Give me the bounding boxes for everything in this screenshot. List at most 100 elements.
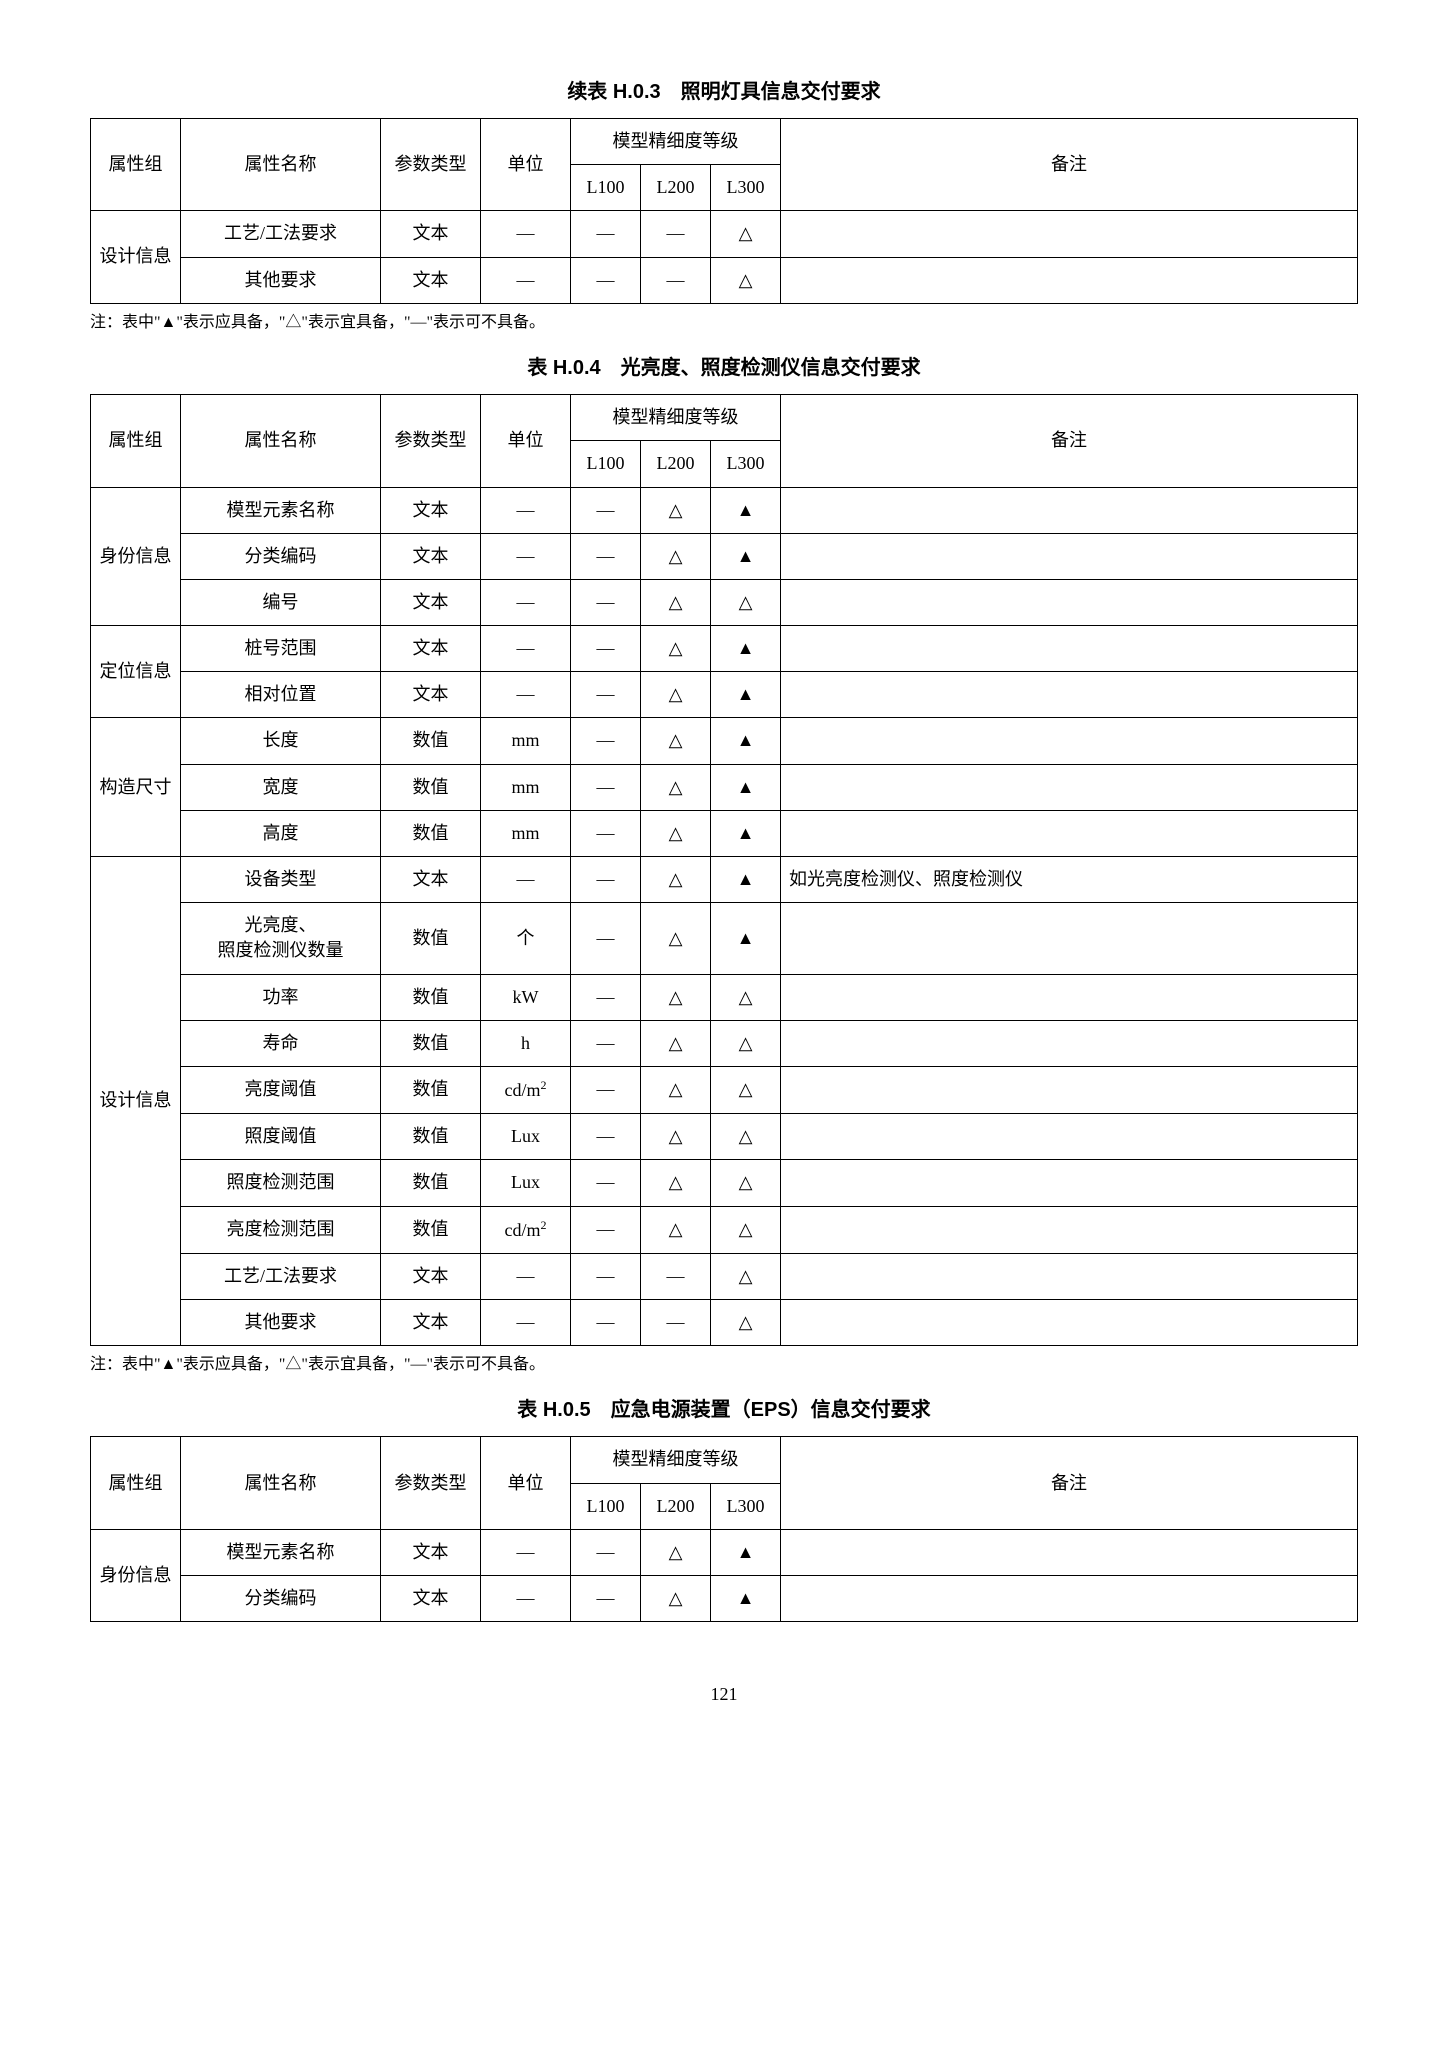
- table-row: 照度阈值数值Lux—△△: [91, 1114, 1358, 1160]
- note-cell: [781, 810, 1358, 856]
- table3-title: 表 H.0.5 应急电源装置（EPS）信息交付要求: [90, 1396, 1358, 1424]
- unit-cell: mm: [481, 718, 571, 764]
- name-cell: 功率: [181, 974, 381, 1020]
- group-cell: 身份信息: [91, 1529, 181, 1621]
- unit-cell: —: [481, 672, 571, 718]
- table-row: 相对位置文本——△▲: [91, 672, 1358, 718]
- L300-cell: △: [711, 579, 781, 625]
- unit-cell: Lux: [481, 1160, 571, 1206]
- hdr-level: 模型精细度等级: [571, 395, 781, 441]
- table-row: 工艺/工法要求文本———△: [91, 1253, 1358, 1299]
- table-row: 身份信息模型元素名称文本——△▲: [91, 1529, 1358, 1575]
- table-row: 设计信息工艺/工法要求文本———△: [91, 211, 1358, 257]
- unit-cell: —: [481, 211, 571, 257]
- name-cell: 分类编码: [181, 1576, 381, 1622]
- L300-cell: ▲: [711, 1529, 781, 1575]
- unit-cell: —: [481, 1576, 571, 1622]
- L100-cell: —: [571, 1114, 641, 1160]
- L300-cell: △: [711, 211, 781, 257]
- unit-cell: —: [481, 1299, 571, 1345]
- table-row: 编号文本——△△: [91, 579, 1358, 625]
- name-cell: 其他要求: [181, 257, 381, 303]
- name-cell: 其他要求: [181, 1299, 381, 1345]
- L300-cell: ▲: [711, 1576, 781, 1622]
- hdr-level: 模型精细度等级: [571, 119, 781, 165]
- hdr-L300: L300: [711, 441, 781, 487]
- L200-cell: △: [641, 579, 711, 625]
- L100-cell: —: [571, 1253, 641, 1299]
- table-row: 分类编码文本——△▲: [91, 533, 1358, 579]
- hdr-name: 属性名称: [181, 395, 381, 487]
- name-cell: 照度检测范围: [181, 1160, 381, 1206]
- hdr-group: 属性组: [91, 395, 181, 487]
- ptype-cell: 数值: [381, 1020, 481, 1066]
- L100-cell: —: [571, 211, 641, 257]
- ptype-cell: 文本: [381, 211, 481, 257]
- table-row: 寿命数值h—△△: [91, 1020, 1358, 1066]
- unit-cell: 个: [481, 903, 571, 974]
- hdr-note: 备注: [781, 119, 1358, 211]
- group-cell: 定位信息: [91, 626, 181, 718]
- ptype-cell: 文本: [381, 257, 481, 303]
- L100-cell: —: [571, 1020, 641, 1066]
- unit-cell: —: [481, 579, 571, 625]
- L300-cell: ▲: [711, 718, 781, 764]
- ptype-cell: 数值: [381, 1114, 481, 1160]
- ptype-cell: 数值: [381, 1206, 481, 1253]
- hdr-group: 属性组: [91, 1437, 181, 1529]
- L200-cell: △: [641, 974, 711, 1020]
- ptype-cell: 文本: [381, 672, 481, 718]
- note-cell: [781, 533, 1358, 579]
- ptype-cell: 文本: [381, 487, 481, 533]
- L200-cell: △: [641, 1066, 711, 1113]
- L200-cell: △: [641, 903, 711, 974]
- L300-cell: ▲: [711, 857, 781, 903]
- L200-cell: —: [641, 257, 711, 303]
- name-cell: 长度: [181, 718, 381, 764]
- L100-cell: —: [571, 903, 641, 974]
- ptype-cell: 文本: [381, 1576, 481, 1622]
- name-cell: 寿命: [181, 1020, 381, 1066]
- hdr-note: 备注: [781, 1437, 1358, 1529]
- L100-cell: —: [571, 1160, 641, 1206]
- group-cell: 设计信息: [91, 857, 181, 1346]
- L200-cell: △: [641, 1160, 711, 1206]
- hdr-L100: L100: [571, 1483, 641, 1529]
- L100-cell: —: [571, 257, 641, 303]
- L100-cell: —: [571, 1529, 641, 1575]
- hdr-unit: 单位: [481, 1437, 571, 1529]
- ptype-cell: 数值: [381, 810, 481, 856]
- L200-cell: △: [641, 1114, 711, 1160]
- unit-cell: mm: [481, 810, 571, 856]
- note-cell: [781, 1529, 1358, 1575]
- L100-cell: —: [571, 1206, 641, 1253]
- name-cell: 模型元素名称: [181, 1529, 381, 1575]
- L300-cell: △: [711, 1299, 781, 1345]
- table1-footnote: 注：表中"▲"表示应具备，"△"表示宜具备，"—"表示可不具备。: [90, 312, 1358, 334]
- hdr-L200: L200: [641, 165, 711, 211]
- name-cell: 亮度阈值: [181, 1066, 381, 1113]
- ptype-cell: 数值: [381, 718, 481, 764]
- note-cell: [781, 1206, 1358, 1253]
- group-cell: 构造尺寸: [91, 718, 181, 857]
- L300-cell: △: [711, 974, 781, 1020]
- note-cell: [781, 672, 1358, 718]
- hdr-ptype: 参数类型: [381, 119, 481, 211]
- hdr-group: 属性组: [91, 119, 181, 211]
- L300-cell: △: [711, 1020, 781, 1066]
- note-cell: [781, 257, 1358, 303]
- note-cell: [781, 1066, 1358, 1113]
- table1-header-row1: 属性组 属性名称 参数类型 单位 模型精细度等级 备注: [91, 119, 1358, 165]
- name-cell: 模型元素名称: [181, 487, 381, 533]
- unit-cell: —: [481, 487, 571, 533]
- L300-cell: △: [711, 1253, 781, 1299]
- L100-cell: —: [571, 1576, 641, 1622]
- L300-cell: ▲: [711, 626, 781, 672]
- note-cell: [781, 487, 1358, 533]
- hdr-ptype: 参数类型: [381, 1437, 481, 1529]
- hdr-unit: 单位: [481, 119, 571, 211]
- ptype-cell: 数值: [381, 1066, 481, 1113]
- group-cell: 设计信息: [91, 211, 181, 303]
- note-cell: [781, 626, 1358, 672]
- L300-cell: ▲: [711, 764, 781, 810]
